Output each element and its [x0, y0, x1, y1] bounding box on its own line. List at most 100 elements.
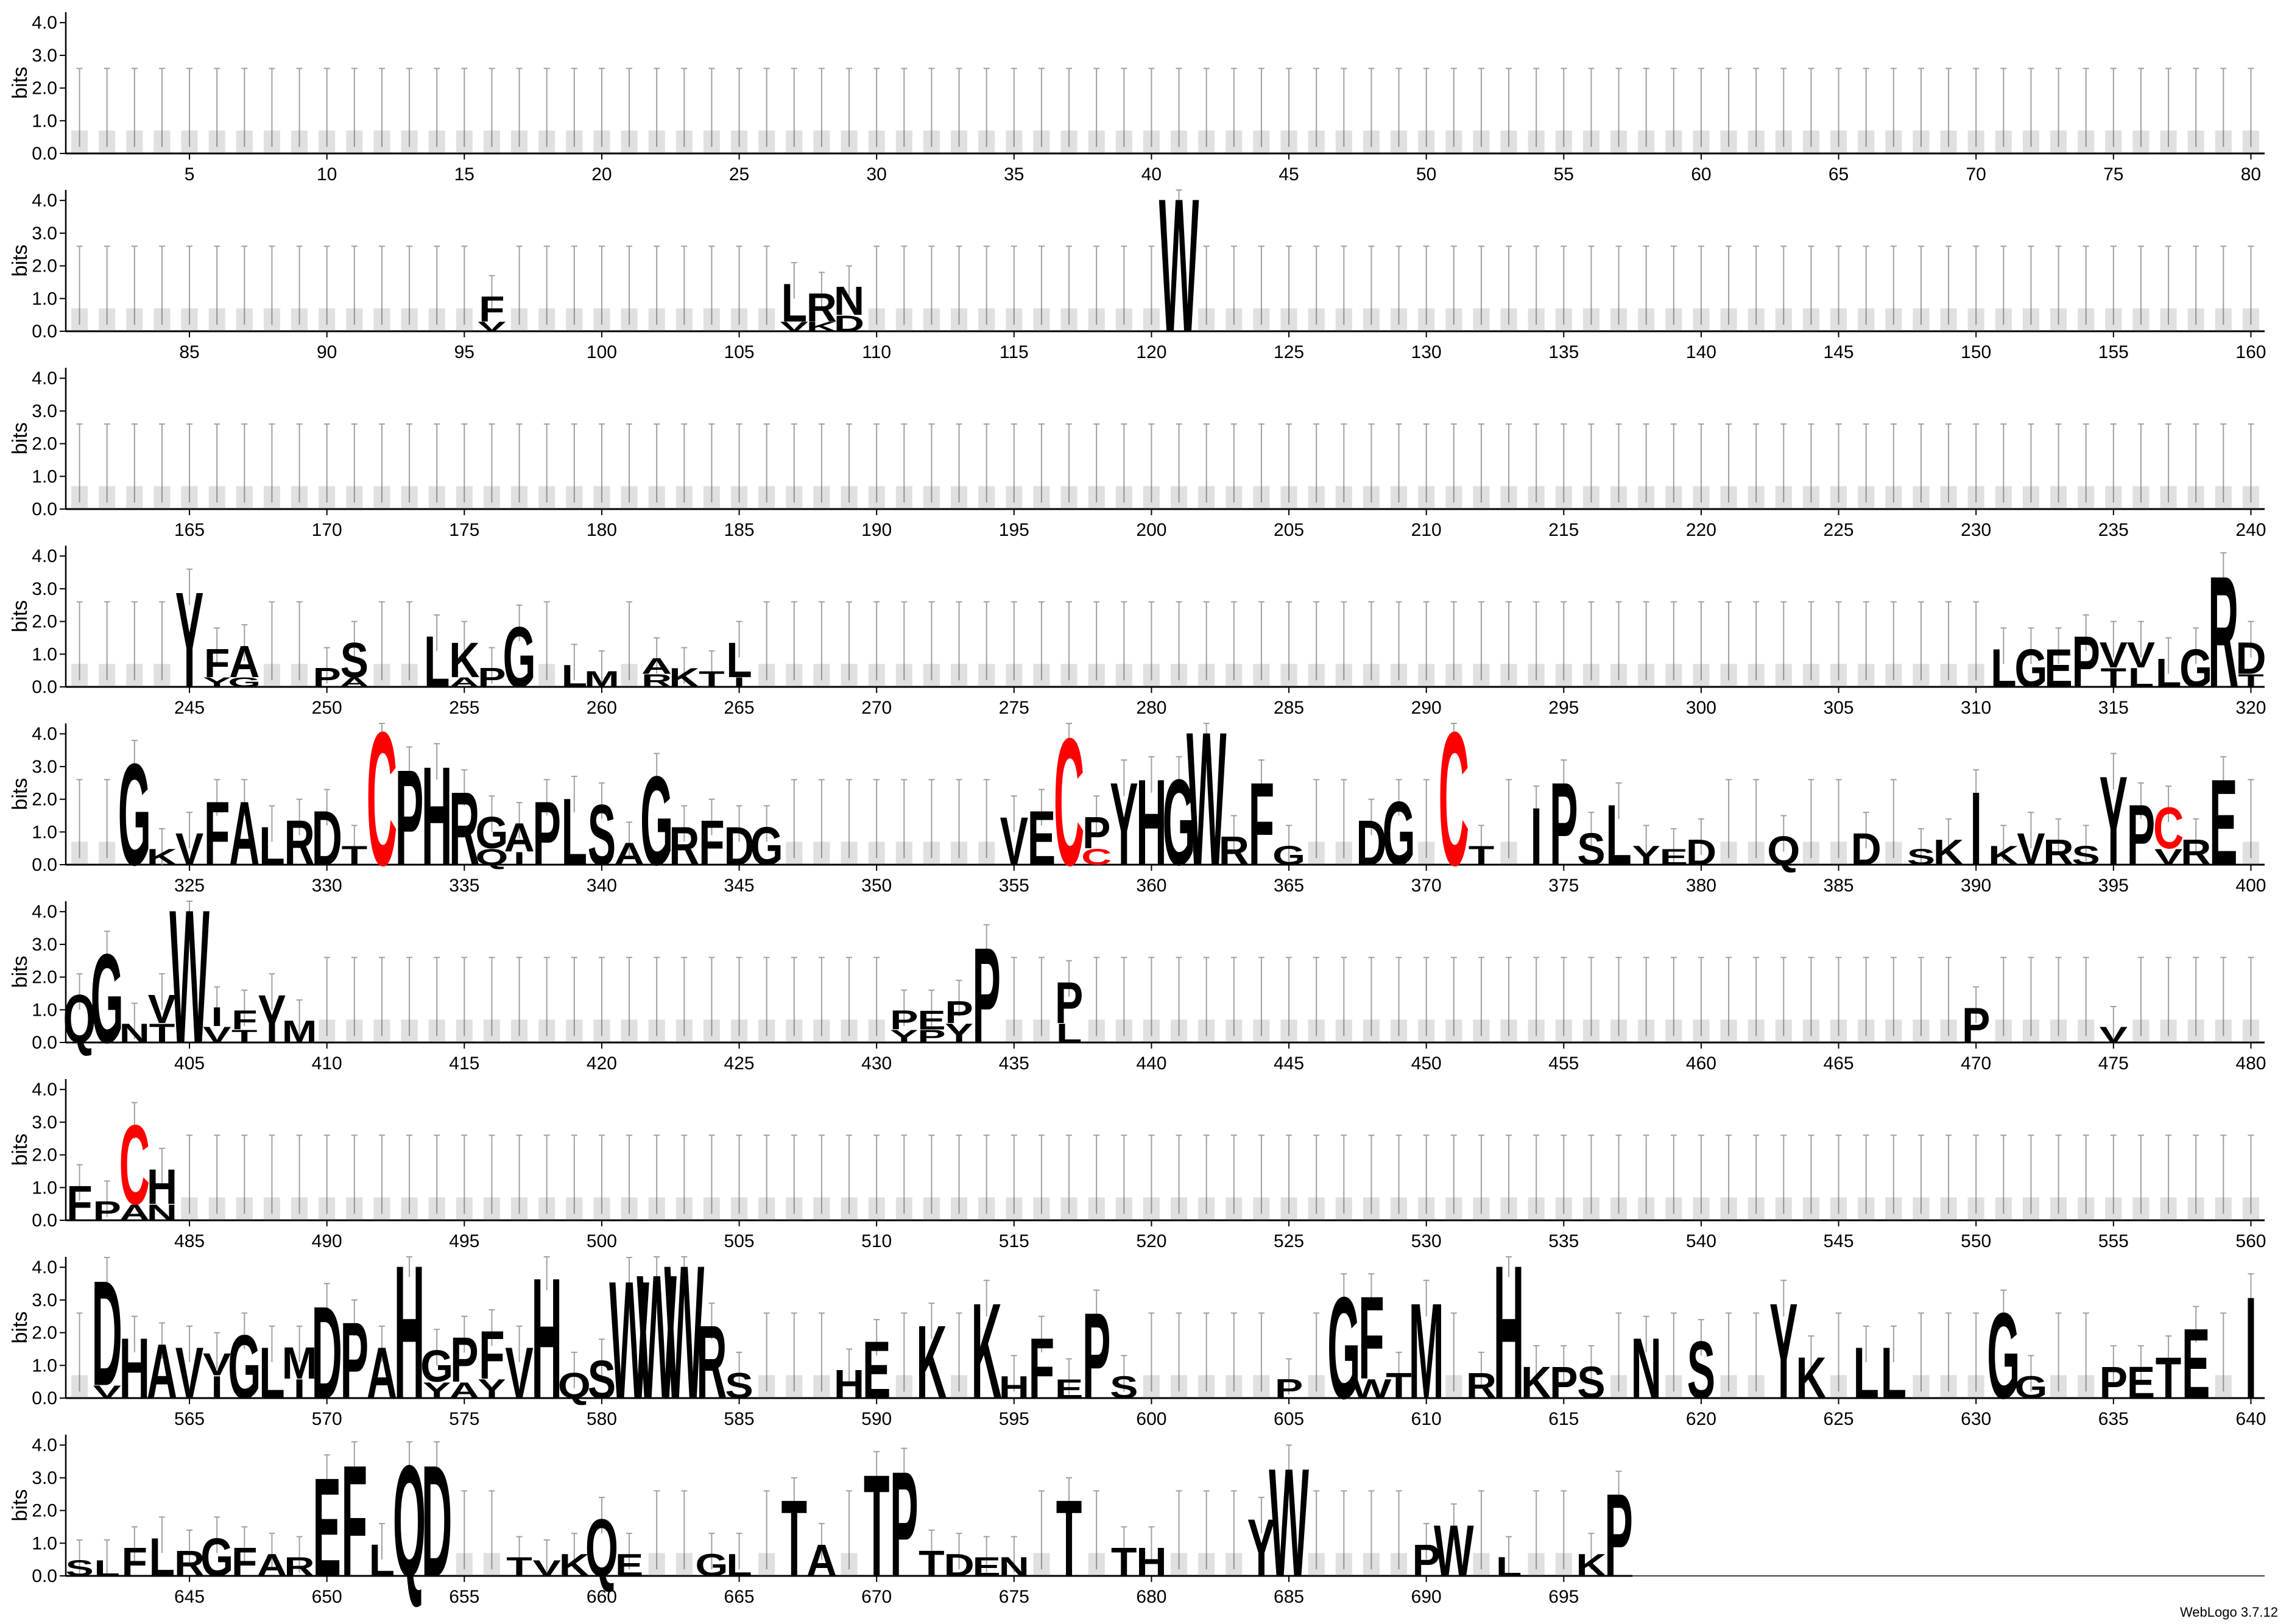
low-info-stack — [538, 486, 555, 509]
x-tick-label: 280 — [1136, 698, 1166, 718]
low-info-stack — [126, 308, 143, 331]
low-info-stack — [1528, 664, 1545, 687]
low-info-stack — [1693, 130, 1710, 153]
low-info-stack — [1858, 308, 1875, 331]
low-info-stack — [1143, 486, 1160, 509]
low-info-stack — [895, 486, 912, 509]
logo-letter: T — [919, 1543, 944, 1584]
low-info-stack — [1060, 486, 1077, 509]
logo-letter: E — [615, 1547, 643, 1583]
low-info-stack — [923, 308, 940, 331]
logo-letter: T — [781, 1477, 807, 1599]
logo-letter: Y — [478, 1374, 506, 1404]
x-tick-label: 405 — [174, 1053, 205, 1074]
logo-letter: F — [699, 807, 724, 879]
low-info-stack — [1171, 486, 1188, 509]
logo-letter: K — [972, 1276, 1002, 1428]
x-tick-label: 250 — [312, 698, 342, 718]
low-info-stack — [1308, 842, 1325, 865]
x-tick-label: 105 — [724, 342, 755, 362]
low-info-stack — [1335, 130, 1352, 153]
low-info-stack — [1418, 486, 1435, 509]
low-info-stack — [731, 308, 748, 331]
low-info-stack — [1748, 842, 1765, 865]
x-tick-label: 615 — [1548, 1409, 1579, 1429]
low-info-stack — [1940, 664, 1957, 687]
logo-letter: Y — [1632, 840, 1660, 871]
logo-letter: A — [119, 1200, 150, 1225]
low-info-stack — [1940, 486, 1957, 509]
low-info-stack — [263, 130, 280, 153]
low-info-stack — [841, 842, 858, 865]
low-info-stack — [1967, 1197, 1984, 1220]
y-tick-label: 4.0 — [32, 1257, 57, 1278]
low-info-stack — [978, 130, 995, 153]
low-info-stack — [1473, 308, 1490, 331]
low-info-stack — [1693, 308, 1710, 331]
logo-letter: P — [890, 1441, 918, 1608]
low-info-stack — [1171, 1553, 1188, 1576]
low-info-stack — [593, 486, 610, 509]
low-info-stack — [2105, 486, 2122, 509]
y-axis-title: bits — [9, 245, 32, 277]
low-info-stack — [1391, 486, 1408, 509]
x-tick-label: 45 — [1279, 164, 1299, 185]
x-tick-label: 230 — [1961, 520, 1991, 540]
x-tick-label: 200 — [1136, 520, 1166, 540]
low-info-stack — [2160, 486, 2177, 509]
x-tick-label: 360 — [1136, 876, 1166, 896]
x-tick-label: 420 — [587, 1053, 617, 1074]
low-info-stack — [841, 1553, 858, 1576]
low-info-stack — [1226, 1019, 1243, 1042]
low-info-stack — [786, 842, 803, 865]
logo-letter: T — [2156, 1345, 2181, 1411]
low-info-stack — [1418, 1197, 1435, 1220]
low-info-stack — [1858, 664, 1875, 687]
low-info-stack — [401, 130, 418, 153]
low-info-stack — [1858, 486, 1875, 509]
low-info-stack — [2078, 486, 2095, 509]
x-tick-label: 410 — [312, 1053, 342, 1074]
low-info-stack — [1280, 486, 1297, 509]
logo-letter: D — [943, 1547, 974, 1583]
x-tick-label: 40 — [1141, 164, 1162, 185]
x-tick-label: 590 — [861, 1409, 892, 1429]
x-tick-label: 225 — [1824, 520, 1854, 540]
logo-letter: R — [2208, 544, 2238, 721]
low-info-stack — [621, 1019, 638, 1042]
low-info-stack — [2022, 1019, 2039, 1042]
low-info-stack — [1582, 1197, 1599, 1220]
low-info-stack — [2187, 486, 2204, 509]
low-info-stack — [813, 486, 830, 509]
low-info-stack — [153, 664, 171, 687]
x-tick-label: 300 — [1686, 698, 1716, 718]
low-info-stack — [675, 130, 693, 153]
low-info-stack — [1115, 130, 1132, 153]
x-tick-label: 395 — [2098, 876, 2129, 896]
x-tick-label: 240 — [2235, 520, 2266, 540]
logo-letter: G — [420, 1341, 453, 1392]
low-info-stack — [1335, 1197, 1352, 1220]
low-info-stack — [1473, 130, 1490, 153]
low-info-stack — [1720, 1197, 1737, 1220]
logo-letter: E — [972, 1552, 1000, 1582]
x-tick-label: 540 — [1686, 1231, 1716, 1251]
y-tick-label: 0.0 — [32, 499, 57, 519]
low-info-stack — [1445, 486, 1462, 509]
low-info-stack — [895, 130, 912, 153]
low-info-stack — [1363, 1197, 1380, 1220]
x-tick-label: 370 — [1411, 876, 1442, 896]
logo-letter: P — [2127, 787, 2155, 884]
logo-letter: Y — [1110, 758, 1138, 890]
low-info-stack — [181, 130, 198, 153]
logo-letter: V — [2127, 634, 2155, 675]
y-tick-label: 4.0 — [32, 1435, 57, 1455]
low-info-stack — [1528, 1197, 1545, 1220]
low-info-stack — [1308, 130, 1325, 153]
logo-letter: H — [532, 1242, 562, 1435]
low-info-stack — [1473, 664, 1490, 687]
low-info-stack — [1913, 308, 1930, 331]
x-tick-label: 455 — [1548, 1053, 1579, 1074]
low-info-stack — [1665, 308, 1682, 331]
x-tick-label: 520 — [1136, 1231, 1166, 1251]
